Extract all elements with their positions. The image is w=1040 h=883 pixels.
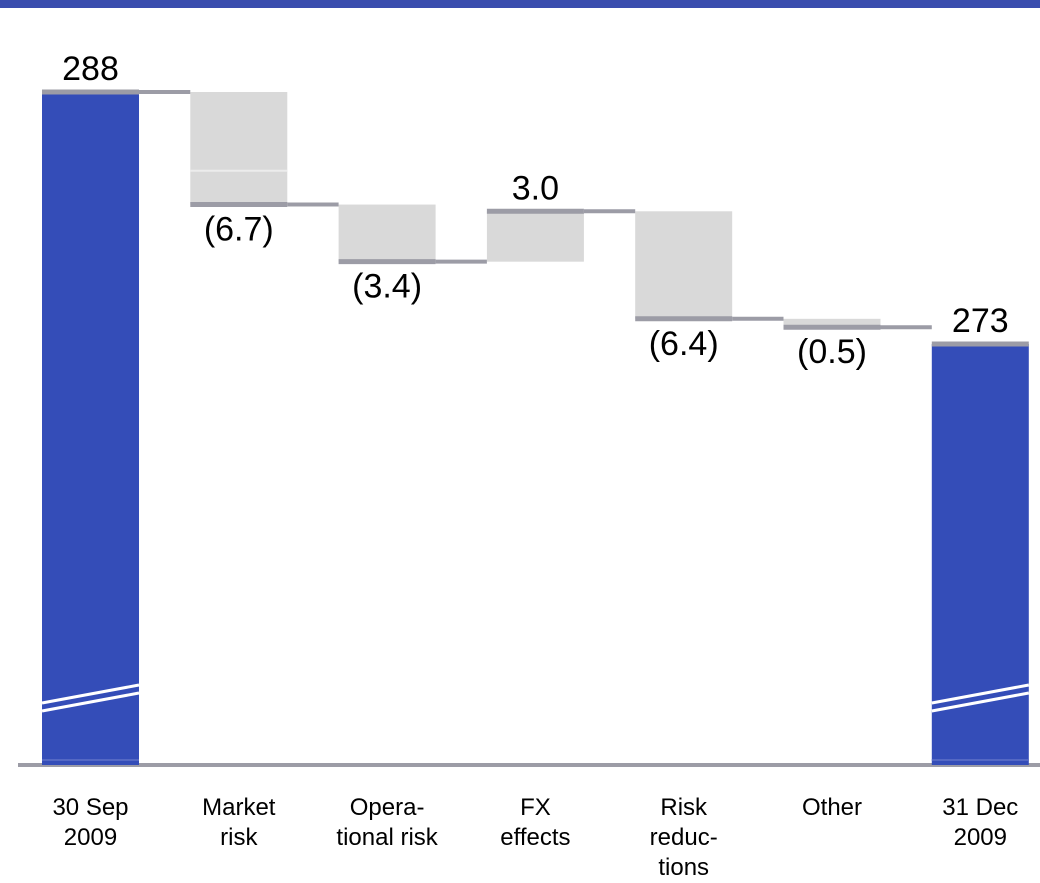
category-label-line: effects — [500, 824, 570, 851]
category-label-5: Other — [802, 794, 862, 821]
category-label-line: tions — [658, 854, 709, 881]
category-label-line: 30 Sep — [52, 794, 128, 821]
axis-break-mark-6 — [931, 691, 1030, 713]
category-label-3: FX effects — [500, 794, 570, 851]
value-label-1: (6.7) — [204, 211, 274, 249]
category-label-line: 2009 — [954, 824, 1007, 851]
value-label-2: (3.4) — [352, 268, 422, 306]
category-label-4: Risk reduc-tions — [650, 794, 718, 881]
category-label-line: Market — [202, 794, 276, 821]
value-label-6: 273 — [952, 302, 1009, 340]
bar-total-0 — [42, 92, 139, 765]
category-label-line: Opera- — [350, 794, 425, 821]
bar-delta-4 — [635, 211, 733, 319]
category-label-6: 31 Dec 2009 — [942, 794, 1018, 851]
category-label-line: reduc- — [650, 824, 718, 851]
category-label-line: Risk — [660, 794, 708, 821]
axis-break-mark-0 — [41, 691, 140, 713]
bar-delta-2 — [338, 204, 436, 262]
category-label-0: 30 Sep 2009 — [52, 794, 128, 851]
category-label-2: Opera-tional risk — [336, 794, 438, 851]
value-label-5: (0.5) — [797, 333, 867, 371]
bar-delta-1 — [190, 92, 288, 205]
value-label-0: 288 — [62, 50, 119, 88]
value-label-4: (6.4) — [649, 325, 719, 363]
bars-layer — [18, 89, 1040, 767]
category-label-line: tional risk — [336, 824, 438, 851]
axis-break-mark-0 — [41, 683, 140, 705]
category-label-line: risk — [220, 824, 258, 851]
category-label-1: Market risk — [202, 794, 276, 851]
category-label-line: 31 Dec — [942, 794, 1018, 821]
category-label-line: 2009 — [64, 824, 117, 851]
labels-layer: 288 30 Sep 2009 (6.7) Market risk (3.4) Opera-t… — [52, 50, 1018, 881]
bar-delta-5 — [783, 318, 881, 328]
value-label-3: 3.0 — [512, 169, 559, 207]
category-label-line: FX — [520, 794, 551, 821]
bar-delta-3 — [486, 211, 584, 262]
category-label-line: Other — [802, 794, 862, 821]
axis-break-mark-6 — [931, 683, 1030, 705]
top-rule — [0, 0, 1040, 8]
